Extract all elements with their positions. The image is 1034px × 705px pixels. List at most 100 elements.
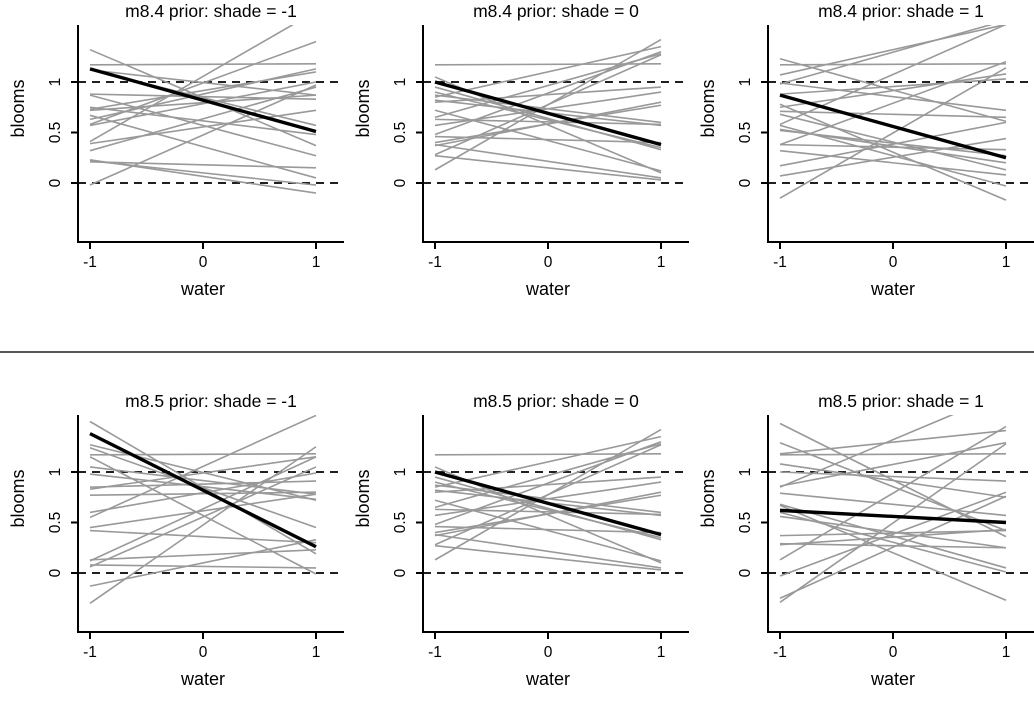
x-tick-label: 1 <box>657 254 666 271</box>
y-tick-label: 0 <box>47 178 64 187</box>
prior-sample-line <box>89 472 317 514</box>
y-tick-label: 1 <box>737 78 754 87</box>
prior-sample-line <box>779 61 1007 146</box>
panel-m85-shade-plus1: 0 0.5 1 -1 0 1 m8.5 prior: shade = 1 water bloom… <box>690 390 1034 700</box>
prior-sample-line <box>779 63 1007 66</box>
prior-sample-line <box>89 25 294 143</box>
prior-sample-line <box>89 109 317 145</box>
prior-sample-line <box>89 548 317 561</box>
prior-sample-line <box>779 25 1007 126</box>
y-axis-label: blooms <box>353 469 373 527</box>
prior-sample-line <box>779 103 1007 201</box>
panel-m84-shade-0: 0 0.5 1 -1 0 1 m8.4 prior: shade = 0 water bloom… <box>345 0 689 310</box>
y-tick-label: 0.5 <box>392 512 409 534</box>
y-tick-label: 1 <box>392 468 409 477</box>
x-axis-label: water <box>525 279 570 299</box>
prior-sample-line <box>779 121 1007 167</box>
prior-sample-line <box>89 106 317 136</box>
plot-area <box>78 415 344 604</box>
prior-sample-line <box>89 453 317 456</box>
prior-sample-line <box>779 463 1007 499</box>
plot-area <box>768 25 1034 201</box>
x-axis-label: water <box>525 669 570 689</box>
row-divider-line <box>0 351 1034 353</box>
plot-area <box>768 415 1034 603</box>
prior-sample-line <box>434 440 662 526</box>
plot-area <box>78 25 344 194</box>
plot-area <box>423 38 689 184</box>
x-tick-label: 0 <box>544 644 553 661</box>
x-tick-label: 1 <box>312 644 321 661</box>
prior-sample-line <box>89 159 317 186</box>
prior-sample-line <box>434 154 662 181</box>
highlight-prior-line <box>434 470 662 537</box>
prior-sample-line <box>779 528 1007 546</box>
prior-sample-line <box>89 447 317 529</box>
y-axis-label: blooms <box>8 79 28 137</box>
x-tick-label: 1 <box>1002 644 1011 661</box>
y-tick-label: 1 <box>47 468 64 477</box>
y-tick-label: 0.5 <box>392 122 409 144</box>
y-tick-label: 0.5 <box>47 512 64 534</box>
highlight-prior-line <box>89 432 317 549</box>
prior-sample-line <box>434 476 662 541</box>
prior-sample-line <box>89 538 317 587</box>
panel-plot-svg: 0 0.5 1 -1 0 1 m8.4 prior: shade = -1 water bloo… <box>8 1 344 299</box>
x-axis-label: water <box>180 279 225 299</box>
y-tick-label: 0 <box>392 178 409 187</box>
x-tick-label: -1 <box>428 644 442 661</box>
y-tick-label: 1 <box>737 468 754 477</box>
panel-plot-svg: 0 0.5 1 -1 0 1 m8.4 prior: shade = 1 water bloom… <box>698 1 1034 299</box>
panel-m84-shade-minus1: 0 0.5 1 -1 0 1 m8.4 prior: shade = -1 water bloo… <box>0 0 344 310</box>
y-tick-label: 0 <box>392 568 409 577</box>
prior-sample-line <box>779 73 1007 109</box>
prior-sample-line <box>434 442 662 509</box>
panel-plot-svg: 0 0.5 1 -1 0 1 m8.5 prior: shade = -1 water bloo… <box>8 391 344 689</box>
prior-sample-line <box>779 415 954 488</box>
prior-sample-line <box>779 137 1007 177</box>
prior-sample-line <box>779 113 1007 171</box>
x-axis-label: water <box>870 279 915 299</box>
prior-sample-line <box>434 544 662 571</box>
panel-plot-svg: 0 0.5 1 -1 0 1 m8.4 prior: shade = 0 water bloom… <box>353 1 689 299</box>
x-tick-label: -1 <box>773 644 787 661</box>
prior-sample-line <box>434 533 662 569</box>
y-tick-label: 0.5 <box>737 512 754 534</box>
x-tick-label: 1 <box>312 254 321 271</box>
y-tick-label: 0 <box>47 568 64 577</box>
prior-sample-line <box>779 542 1007 549</box>
prior-sample-line <box>89 446 317 604</box>
prior-sample-line <box>779 429 1007 455</box>
prior-sample-line <box>434 45 662 98</box>
prior-sample-line <box>89 63 317 66</box>
x-tick-label: 0 <box>889 644 898 661</box>
prior-sample-line <box>779 495 1007 599</box>
panel-plot-svg: 0 0.5 1 -1 0 1 m8.5 prior: shade = 0 water bloom… <box>353 391 689 689</box>
panel-title: m8.5 prior: shade = 1 <box>818 391 984 411</box>
x-tick-label: -1 <box>428 254 442 271</box>
prior-sample-line <box>89 84 317 186</box>
prior-sample-line <box>89 466 317 568</box>
panel-m85-shade-minus1: 0 0.5 1 -1 0 1 m8.5 prior: shade = -1 water bloo… <box>0 390 344 700</box>
x-tick-label: -1 <box>83 644 97 661</box>
prior-sample-line <box>89 480 317 488</box>
prior-sample-line <box>434 86 662 103</box>
prior-sample-line <box>89 564 317 569</box>
prior-sample-line <box>434 91 662 149</box>
prior-sample-line <box>779 471 1007 482</box>
prior-sample-line <box>89 93 317 100</box>
prior-sample-line <box>89 473 317 501</box>
panel-plot-svg: 0 0.5 1 -1 0 1 m8.5 prior: shade = 1 water bloom… <box>698 391 1034 689</box>
x-tick-label: 0 <box>199 644 208 661</box>
prior-sample-line <box>779 149 1007 176</box>
plot-area <box>423 428 689 574</box>
prior-sample-line <box>89 40 317 126</box>
panel-title: m8.5 prior: shade = -1 <box>125 391 297 411</box>
prior-sample-line <box>89 94 317 157</box>
prior-sample-line <box>779 443 1007 603</box>
prior-sample-line <box>89 529 317 544</box>
prior-sample-line <box>779 78 1007 95</box>
prior-sample-line <box>89 466 317 496</box>
prior-sample-line <box>434 86 662 151</box>
x-tick-label: 0 <box>199 254 208 271</box>
